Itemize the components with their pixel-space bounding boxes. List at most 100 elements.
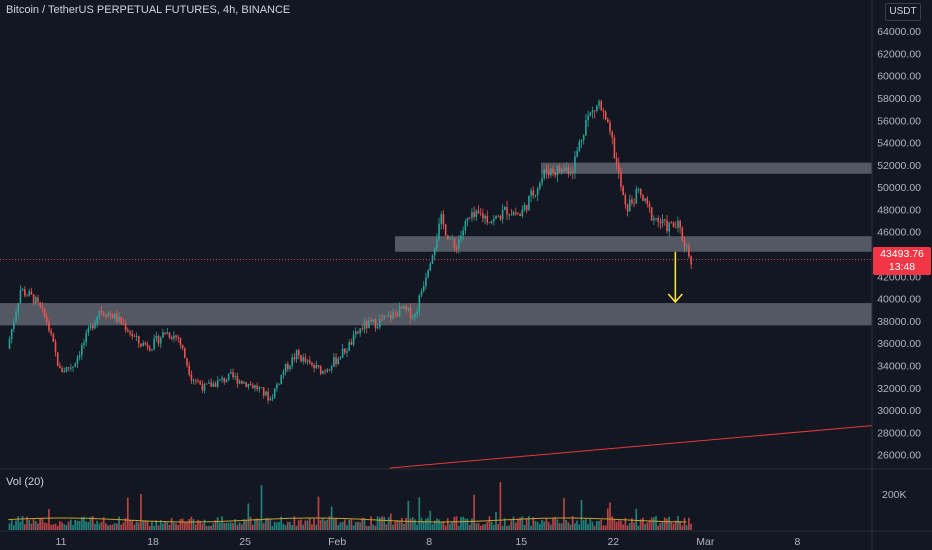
volume-bar <box>523 524 526 530</box>
down-arrow-icon[interactable] <box>667 293 683 304</box>
volume-bar <box>133 524 136 530</box>
volume-bar <box>221 516 223 530</box>
price-zone[interactable] <box>0 303 872 326</box>
volume-bar <box>532 517 535 530</box>
volume-bar <box>236 524 239 530</box>
candle-body <box>225 379 228 382</box>
candle-body <box>238 380 241 384</box>
candle-body <box>411 317 414 319</box>
candle-body <box>35 297 37 304</box>
candle-body <box>245 382 247 387</box>
x-tick-label: Mar <box>696 536 715 548</box>
volume-bar <box>435 518 438 530</box>
candle-body <box>690 256 692 265</box>
candle-body <box>541 178 543 183</box>
volume-bar <box>455 516 458 530</box>
volume-bar <box>378 517 381 530</box>
candle-body <box>361 328 364 330</box>
candle-body <box>530 190 532 196</box>
volume-bar <box>273 521 276 530</box>
candle-body <box>390 314 392 319</box>
candle-body <box>63 371 66 373</box>
candle-body <box>249 383 252 385</box>
candle-body <box>254 385 256 389</box>
volume-bar <box>517 519 519 530</box>
volume-bar <box>652 517 655 530</box>
volume-bar <box>503 518 506 530</box>
candle-body <box>620 172 622 187</box>
volume-bar <box>129 520 131 530</box>
candle-body <box>670 222 673 224</box>
volume-bar <box>510 520 513 530</box>
volume-bar <box>181 518 184 530</box>
candle-body <box>475 210 478 217</box>
candle-body <box>144 342 147 345</box>
volume-bar <box>361 517 364 530</box>
volume-bar <box>319 519 322 530</box>
volume-bar <box>142 521 144 530</box>
volume-bar <box>418 497 421 530</box>
volume-bar <box>600 519 603 530</box>
volume-bar <box>534 520 537 530</box>
candle-body <box>339 357 342 359</box>
volume-bar <box>598 520 600 530</box>
candle-body <box>556 166 559 176</box>
candle-body <box>201 384 204 391</box>
volume-bar <box>326 519 329 530</box>
volume-bar <box>188 518 191 530</box>
candle-body <box>558 166 561 173</box>
price-zone[interactable] <box>395 236 872 252</box>
candle-body <box>624 195 627 205</box>
volume-bar <box>19 521 22 530</box>
x-tick-label: 8 <box>426 536 432 548</box>
volume-bar <box>462 516 464 530</box>
candle-body <box>273 388 276 398</box>
x-tick-label: 18 <box>147 536 159 548</box>
volume-bar <box>466 518 469 530</box>
volume-bar <box>247 503 250 530</box>
candle-body <box>659 221 662 224</box>
candle-body <box>471 212 473 218</box>
volume-bar <box>210 525 212 530</box>
candle-body <box>350 342 353 345</box>
candle-body <box>578 141 581 152</box>
candle-body <box>642 194 644 201</box>
volume-bar <box>271 525 274 530</box>
volume-bar <box>251 524 254 530</box>
volume-bar <box>109 524 112 530</box>
volume-bar <box>482 524 484 530</box>
volume-bar <box>148 525 151 530</box>
candle-body <box>87 328 90 333</box>
candle-body <box>677 220 679 228</box>
volume-bar <box>499 482 502 530</box>
candle-body <box>460 235 462 240</box>
candle-body <box>425 277 427 287</box>
volume-bar <box>339 522 342 530</box>
trendline[interactable] <box>389 425 873 469</box>
volume-bar <box>177 524 180 530</box>
candle-body <box>539 182 541 189</box>
candle-body <box>120 316 123 324</box>
price-zone[interactable] <box>541 162 872 174</box>
candle-body <box>381 318 383 320</box>
candle-body <box>563 168 565 171</box>
candle-body <box>457 239 460 249</box>
currency-badge[interactable]: USDT <box>885 3 921 21</box>
x-tick-label: Feb <box>328 536 346 548</box>
volume-bar <box>89 517 92 530</box>
y-tick-label: 64000.00 <box>877 26 921 38</box>
volume-bar <box>582 520 585 530</box>
candle-body <box>626 204 629 212</box>
volume-bar <box>508 525 510 530</box>
volume-bar <box>685 525 688 530</box>
volume-bar <box>679 520 681 530</box>
candle-body <box>650 207 653 221</box>
volume-bar <box>258 518 261 530</box>
volume-bar <box>363 517 366 530</box>
volume-bar <box>409 518 412 530</box>
volume-bar <box>302 524 304 530</box>
last-price-value: 43493.76 <box>880 248 924 260</box>
volume-bar <box>359 522 361 530</box>
volume-bar <box>495 511 497 530</box>
